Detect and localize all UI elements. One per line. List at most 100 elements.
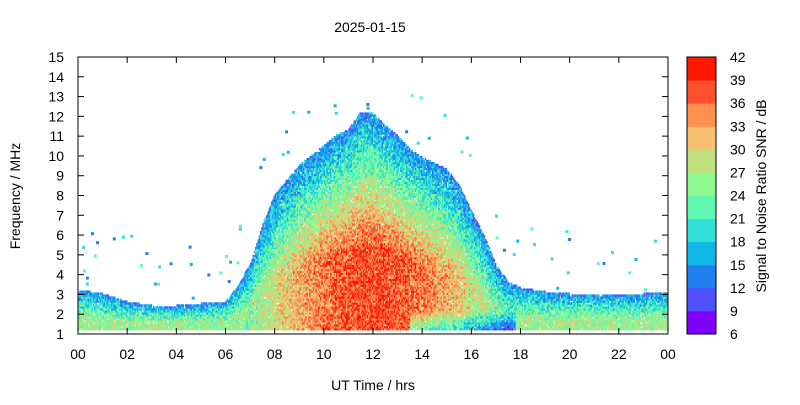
heatmap-cell: [81, 306, 84, 309]
heatmap-cell: [186, 304, 188, 307]
heatmap-cell: [160, 322, 162, 325]
heatmap-cell: [87, 302, 90, 305]
heatmap-cell: [177, 310, 180, 313]
heatmap-cell: [111, 320, 113, 323]
heatmap-cell: [137, 304, 139, 307]
heatmap-cell: [192, 312, 194, 315]
heatmap-cell: [184, 324, 187, 327]
heatmap-cell: [141, 328, 144, 331]
heatmap-cell: [140, 328, 143, 331]
heatmap-cell: [189, 304, 192, 307]
heatmap-cell: [159, 318, 161, 321]
heatmap-cell: [144, 312, 146, 315]
heatmap-cell: [167, 308, 170, 311]
heatmap-cell: [116, 316, 118, 319]
heatmap-cell: [165, 328, 167, 331]
heatmap-cell: [128, 310, 131, 313]
heatmap-cell: [214, 312, 217, 315]
heatmap-cell: [140, 316, 143, 319]
heatmap-cell: [80, 322, 83, 325]
heatmap-cell: [141, 320, 144, 323]
heatmap-cell: [209, 310, 212, 313]
heatmap-cell: [208, 312, 210, 315]
heatmap-cell: [145, 320, 148, 323]
heatmap-cell: [184, 326, 187, 329]
heatmap-cell: [130, 310, 133, 313]
heatmap-cell: [111, 298, 113, 301]
heatmap-cell: [107, 306, 110, 309]
heatmap-cell: [78, 292, 80, 295]
heatmap-cell: [199, 312, 202, 315]
heatmap-cell: [193, 320, 196, 323]
heatmap-cell: [198, 314, 201, 317]
heatmap-cell: [103, 306, 106, 309]
heatmap-cell: [114, 298, 117, 301]
heatmap-cell: [181, 322, 183, 325]
heatmap-cell: [197, 316, 199, 319]
heatmap-cell: [207, 324, 209, 327]
heatmap-cell: [205, 310, 208, 313]
heatmap-cell: [92, 318, 95, 321]
heatmap-cell: [78, 294, 80, 297]
heatmap-cell: [82, 326, 85, 329]
heatmap-cell: [133, 304, 135, 307]
heatmap-cell: [177, 306, 180, 309]
heatmap-cell: [197, 310, 199, 313]
heatmap-cell: [95, 322, 97, 325]
heatmap-cell: [97, 310, 100, 313]
heatmap-cell: [140, 312, 143, 315]
heatmap-cell: [156, 324, 159, 327]
heatmap-cell: [146, 320, 149, 323]
heatmap-cell: [124, 310, 127, 313]
heatmap-cell: [141, 324, 144, 327]
heatmap-cell: [175, 318, 177, 321]
heatmap-cell: [196, 320, 198, 323]
heatmap-cell: [132, 318, 134, 321]
heatmap-cell: [128, 302, 131, 305]
heatmap-cell: [200, 318, 203, 321]
heatmap-cell: [155, 320, 158, 323]
heatmap-cell: [85, 316, 88, 319]
heatmap-cell: [170, 306, 172, 309]
heatmap-cell: [208, 326, 210, 329]
heatmap-cell: [91, 292, 94, 295]
heatmap-cell: [109, 326, 112, 329]
heatmap-cell: [203, 324, 205, 327]
heatmap-cell: [150, 318, 153, 321]
heatmap-cell: [149, 328, 151, 331]
heatmap-cell: [84, 296, 86, 299]
heatmap-cell: [151, 308, 154, 311]
heatmap-cell: [89, 324, 91, 327]
heatmap-cell: [109, 298, 112, 301]
heatmap-cell: [122, 318, 124, 321]
heatmap-cell: [215, 318, 218, 321]
heatmap-cell: [213, 318, 215, 321]
heatmap-cell: [156, 316, 159, 319]
heatmap-cell: [92, 328, 95, 331]
heatmap-cell: [79, 310, 81, 313]
heatmap-cell: [170, 328, 172, 331]
heatmap-cell: [109, 300, 112, 303]
heatmap-cell: [143, 320, 145, 323]
heatmap-cell: [82, 298, 85, 301]
heatmap-cell: [80, 296, 83, 299]
heatmap-cell: [203, 322, 205, 325]
heatmap-cell: [111, 296, 113, 299]
heatmap-cell: [181, 314, 183, 317]
heatmap-cell: [101, 322, 103, 325]
heatmap-cell: [102, 310, 105, 313]
heatmap-cell: [155, 312, 158, 315]
heatmap-cell: [91, 326, 94, 329]
heatmap-cell: [151, 320, 154, 323]
heatmap-cell: [151, 316, 154, 319]
heatmap-cell: [205, 326, 208, 329]
heatmap-cell: [211, 326, 214, 329]
heatmap-cell: [150, 320, 153, 323]
heatmap-cell: [162, 306, 165, 309]
heatmap-cell: [116, 302, 118, 305]
heatmap-cell: [105, 296, 107, 299]
heatmap-cell: [129, 312, 132, 315]
heatmap-cell: [86, 318, 89, 321]
heatmap-cell: [164, 308, 166, 311]
heatmap-cell: [202, 302, 204, 305]
